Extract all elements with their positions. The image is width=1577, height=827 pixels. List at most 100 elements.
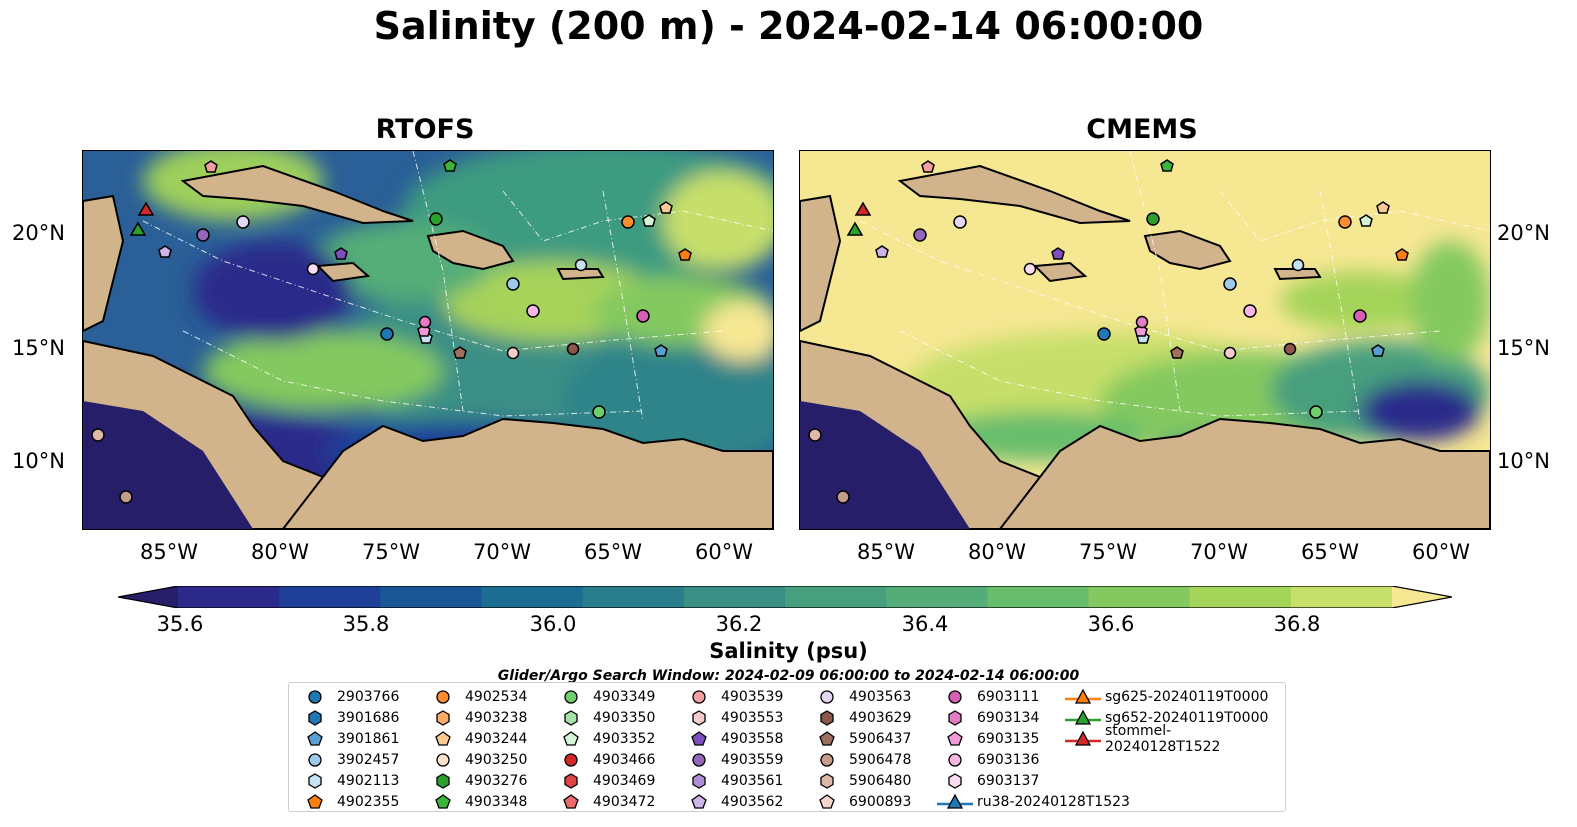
legend-entry: 4903250 (425, 750, 527, 770)
legend-label: 4903539 (721, 689, 784, 705)
legend-marker (1065, 688, 1101, 704)
legend-entry: 4903472 (553, 792, 655, 812)
legend-marker (820, 690, 834, 704)
legend-marker (948, 690, 962, 704)
legend-marker (563, 794, 579, 809)
colorbar-tick: 35.6 (156, 612, 204, 636)
legend-label: 4903276 (465, 773, 528, 789)
legend-marker (820, 753, 834, 767)
legend-entry: 2903766 (297, 687, 399, 707)
legend-label: 4903238 (465, 710, 528, 726)
legend-label: 4903553 (721, 710, 784, 726)
legend-marker (692, 710, 706, 726)
figure-title: Salinity (200 m) - 2024-02-14 06:00:00 (373, 4, 1204, 48)
legend-marker (692, 773, 706, 789)
legend-marker (307, 794, 323, 809)
legend-entry: 4903558 (681, 729, 783, 749)
legend-entry: 4903563 (809, 687, 911, 707)
legend-label: 4903469 (593, 773, 656, 789)
legend-marker (692, 690, 706, 704)
legend-label: 6903135 (977, 731, 1040, 747)
lon-tick-80w-right: 80°W (968, 540, 1026, 564)
colorbar-bin (178, 586, 280, 608)
legend-label: 4903350 (593, 710, 656, 726)
legend-entry: stommel-20240128T1522 (1065, 723, 1285, 755)
legend-marker (1065, 709, 1101, 725)
legend-label: 4903561 (721, 773, 784, 789)
colorbar-tick: 36.2 (715, 612, 763, 636)
lon-tick-85w-left: 85°W (140, 540, 198, 564)
legend-marker (820, 773, 834, 789)
legend-marker (436, 753, 450, 767)
legend-marker (564, 773, 578, 789)
legend-entry: 4903238 (425, 708, 527, 728)
lat-tick-10n-right: 10°N (1497, 449, 1550, 473)
legend-label: 4903562 (721, 794, 784, 810)
colorbar-bin (683, 586, 786, 608)
legend-label: 4902355 (337, 794, 400, 810)
legend-label: 3901686 (337, 710, 400, 726)
lat-tick-20n-right: 20°N (1497, 221, 1550, 245)
legend-marker (937, 793, 973, 809)
legend-entry: 3901861 (297, 729, 399, 749)
float-legend: 2903766 3901686 3901861 3902457 4902113 49023… (288, 682, 1286, 812)
colorbar-bin (582, 586, 685, 608)
legend-label: 4903629 (849, 710, 912, 726)
legend-marker (692, 753, 706, 767)
legend-label: 4903250 (465, 752, 528, 768)
legend-entry: 6903135 (937, 729, 1039, 749)
colorbar-bin (1290, 586, 1393, 608)
legend-marker (563, 731, 579, 746)
lon-tick-60w-left: 60°W (695, 540, 753, 564)
legend-label: 4903558 (721, 731, 784, 747)
legend-entry: 4903559 (681, 750, 783, 770)
rtofs-salinity-map (82, 150, 774, 530)
legend-label: stommel-20240128T1522 (1105, 723, 1221, 755)
legend-entry: 6900893 (809, 792, 911, 812)
lon-tick-75w-left: 75°W (362, 540, 420, 564)
legend-label: 6900893 (849, 794, 912, 810)
legend-marker (564, 753, 578, 767)
legend-entry: 3901686 (297, 708, 399, 728)
lon-tick-60w-right: 60°W (1412, 540, 1470, 564)
legend-label: 5906437 (849, 731, 912, 747)
lon-tick-65w-right: 65°W (1301, 540, 1359, 564)
legend-marker (819, 794, 835, 809)
legend-entry: 5906437 (809, 729, 911, 749)
legend-marker (564, 710, 578, 726)
colorbar-bin (785, 586, 887, 608)
legend-entry: 4903350 (553, 708, 655, 728)
colorbar-bin (1189, 586, 1292, 608)
colorbar-tick: 36.6 (1087, 612, 1135, 636)
legend-entry: 6903137 (937, 771, 1039, 791)
lat-tick-15n-left: 15°N (12, 336, 65, 360)
panel-title-cmems: CMEMS (1086, 114, 1198, 145)
legend-marker (308, 710, 322, 726)
legend-entry: 4903352 (553, 729, 655, 749)
legend-label: sg652-20240119T0000 (1105, 710, 1269, 726)
search-window-text: Glider/Argo Search Window: 2024-02-09 06… (497, 668, 1080, 684)
legend-label: 6903134 (977, 710, 1040, 726)
legend-entry: 4903539 (681, 687, 783, 707)
legend-label: 4903563 (849, 689, 912, 705)
legend-marker (819, 731, 835, 746)
legend-marker (308, 690, 322, 704)
colorbar-bin (380, 586, 482, 608)
legend-label: 4903472 (593, 794, 656, 810)
legend-marker (1065, 730, 1101, 746)
colorbar-bin (886, 586, 988, 608)
legend-entry: 6903134 (937, 708, 1039, 728)
colorbar-extend-high (1392, 586, 1452, 608)
legend-entry: 4902534 (425, 687, 527, 707)
colorbar-tick: 36.0 (529, 612, 577, 636)
lon-tick-80w-left: 80°W (251, 540, 309, 564)
legend-label: 6903111 (977, 689, 1040, 705)
legend-label: 2903766 (337, 689, 400, 705)
legend-entry: 4903469 (553, 771, 655, 791)
lon-tick-85w-right: 85°W (857, 540, 915, 564)
legend-label: ru38-20240128T1523 (977, 794, 1130, 810)
legend-entry: 4903466 (553, 750, 655, 770)
legend-entry: 4903276 (425, 771, 527, 791)
legend-marker (691, 794, 707, 809)
legend-label: 4903466 (593, 752, 656, 768)
